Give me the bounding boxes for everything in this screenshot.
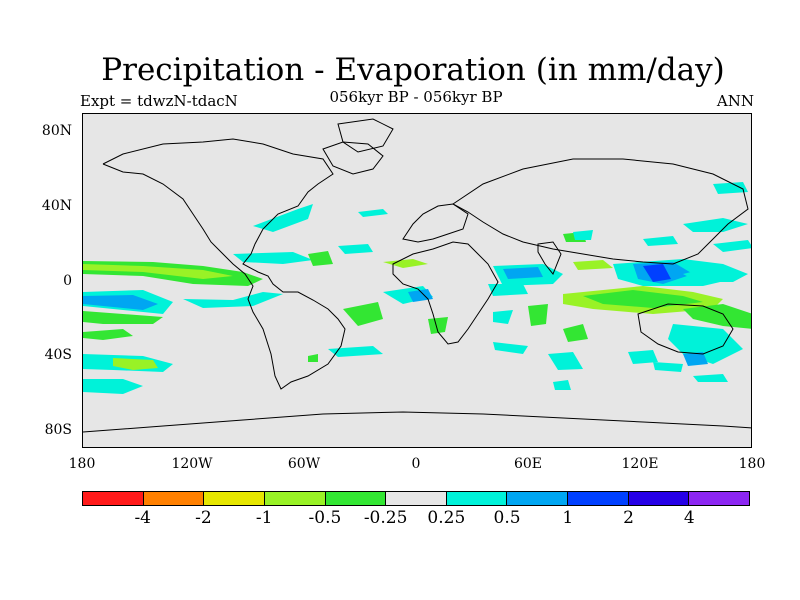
colorbar-box <box>507 492 569 505</box>
anomaly-patch <box>383 259 428 268</box>
colorbar-label: -2 <box>195 508 212 528</box>
anomaly-patch <box>83 329 133 340</box>
map-panel <box>82 113 752 448</box>
anomaly-patch <box>573 230 593 240</box>
anomaly-patch <box>233 252 313 264</box>
anomaly-patch <box>548 352 583 370</box>
colorbar-box <box>689 492 750 505</box>
anomaly-patch <box>488 284 528 296</box>
colorbar-label: -0.25 <box>363 508 408 528</box>
anomaly-patch <box>343 302 383 326</box>
colorbar-box <box>446 492 508 505</box>
anomaly-patch <box>643 236 678 246</box>
anomaly-patches <box>83 182 751 394</box>
anomaly-patch <box>428 317 448 334</box>
anomaly-patch <box>113 358 158 370</box>
x-tick-60e: 60E <box>513 456 543 472</box>
x-tick-0: 0 <box>411 456 421 472</box>
colorbar-label: -4 <box>134 508 151 528</box>
anomaly-patch <box>683 264 748 282</box>
x-tick-120w: 120W <box>171 456 213 472</box>
anomaly-patch <box>308 354 318 362</box>
anomaly-patch <box>328 346 383 357</box>
anomaly-patch <box>693 374 728 382</box>
anomaly-patch <box>308 251 333 266</box>
anomaly-patch <box>528 304 548 326</box>
anomaly-patch <box>83 264 233 279</box>
colorbar-label: 4 <box>683 508 695 528</box>
colorbar-label: -0.5 <box>308 508 342 528</box>
anomaly-patch <box>83 379 143 394</box>
x-tick-120e: 120E <box>621 456 659 472</box>
anomaly-patch <box>683 304 751 329</box>
chart-subtitle: 056kyr BP - 056kyr BP <box>329 88 503 106</box>
anomaly-patch <box>563 324 588 342</box>
colorbar-box <box>386 492 447 505</box>
anomaly-patch <box>503 267 543 279</box>
x-tick-180e: 180 <box>738 456 766 472</box>
anomaly-patch <box>573 260 613 270</box>
anomaly-patch <box>553 380 571 390</box>
anomaly-patch <box>408 289 433 302</box>
colorbar-box <box>83 492 144 505</box>
anomaly-patch <box>683 352 708 366</box>
x-tick-60w: 60W <box>287 456 321 472</box>
anomaly-patch <box>493 310 513 324</box>
x-tick-180w: 180 <box>68 456 96 472</box>
anomaly-patch <box>338 244 373 254</box>
chart-title: Precipitation - Evaporation (in mm/day) <box>101 52 725 88</box>
colorbar <box>82 491 750 506</box>
y-tick-40n: 40N <box>41 198 72 214</box>
anomaly-patch <box>713 240 751 252</box>
experiment-label: Expt = tdwzN-tdacN <box>80 92 238 110</box>
colorbar-box <box>204 492 265 505</box>
colorbar-label: 0.25 <box>427 508 466 528</box>
colorbar-label: 2 <box>623 508 634 528</box>
colorbar-label: 0.5 <box>493 508 521 528</box>
anomaly-patch <box>653 362 683 372</box>
y-tick-0: 0 <box>63 273 72 289</box>
anomaly-patch <box>493 342 528 354</box>
colorbar-box <box>143 492 205 505</box>
world-map <box>83 118 751 433</box>
colorbar-label: 1 <box>562 508 574 528</box>
y-tick-40s: 40S <box>44 347 72 363</box>
anomaly-patch <box>83 295 158 310</box>
anomaly-patch <box>683 218 748 232</box>
season-label: ANN <box>716 92 754 110</box>
colorbar-box <box>568 492 629 505</box>
colorbar-box <box>264 492 326 505</box>
colorbar-box <box>325 492 387 505</box>
anomaly-patch <box>713 182 748 194</box>
anomaly-patch <box>83 311 163 324</box>
anomaly-patch <box>358 209 388 217</box>
anomaly-patch <box>583 290 703 308</box>
colorbar-label: -1 <box>255 508 273 528</box>
anomaly-patch <box>643 264 671 282</box>
anomaly-patch <box>628 350 658 364</box>
y-tick-80s: 80S <box>44 422 72 438</box>
colorbar-box <box>628 492 690 505</box>
coastlines <box>83 118 751 433</box>
y-tick-80n: 80N <box>41 123 72 139</box>
anomaly-patch <box>183 292 283 308</box>
anomaly-patch <box>253 204 313 232</box>
